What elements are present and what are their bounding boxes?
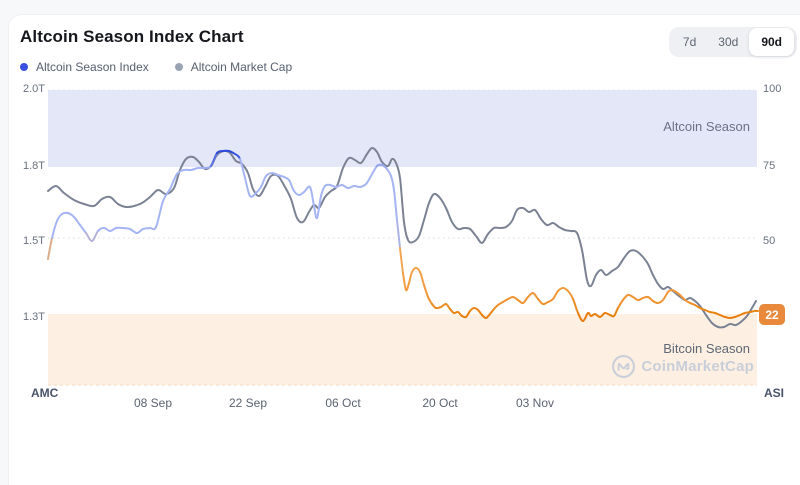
line-altcoin-season-index — [427, 296, 433, 305]
x-axis-tick: 03 Nov — [515, 396, 555, 410]
line-altcoin-season-index — [239, 158, 246, 179]
line-altcoin-season-index — [522, 296, 529, 304]
left-axis-tick: 1.3T — [22, 311, 45, 323]
right-axis-tick: 100 — [763, 83, 782, 95]
range-button-7d[interactable]: 7d — [682, 35, 697, 49]
x-axis-tick: 08 Sep — [133, 396, 173, 410]
range-button-90d[interactable]: 90d — [749, 28, 794, 56]
line-altcoin-season-index — [393, 189, 398, 221]
line-altcoin-season-index — [85, 232, 93, 242]
bitcoin-season-band-label: Bitcoin Season — [663, 341, 750, 356]
line-altcoin-season-index — [567, 290, 574, 300]
right-axis-tick: 50 — [763, 235, 776, 247]
line-altcoin-season-index — [73, 216, 81, 226]
line-altcoin-season-index — [91, 230, 99, 242]
line-altcoin-season-index — [572, 298, 579, 314]
line-altcoin-season-index — [316, 195, 322, 219]
line-altcoin-season-index — [109, 227, 117, 232]
line-altcoin-season-index — [309, 186, 315, 207]
line-altcoin-season-index — [190, 167, 199, 171]
legend-item-altcoin-season-index[interactable]: Altcoin Season Index — [20, 60, 149, 74]
line-altcoin-season-index — [320, 185, 326, 197]
band-altcoin-season — [48, 90, 757, 167]
range-switcher: 7d 30d 90d — [668, 27, 797, 57]
line-altcoin-season-index — [162, 188, 171, 202]
line-altcoin-season-index — [408, 271, 413, 284]
watermark-text: CoinMarketCap — [641, 358, 754, 375]
line-altcoin-season-index — [390, 175, 395, 191]
line-altcoin-season-index — [129, 228, 138, 234]
line-altcoin-season-index — [365, 175, 372, 185]
right-axis-tick: 75 — [763, 160, 776, 172]
line-altcoin-season-index — [51, 220, 58, 239]
legend-label: Altcoin Season Index — [36, 60, 149, 74]
line-altcoin-season-index — [532, 292, 539, 300]
right-axis-name: ASI — [764, 386, 785, 400]
line-altcoin-season-index — [402, 272, 407, 291]
line-altcoin-season-index — [423, 284, 429, 298]
x-axis-tick: 06 Oct — [325, 396, 361, 410]
left-axis-name: AMC — [31, 386, 59, 400]
current-index-value-badge: 22 — [759, 304, 785, 325]
x-axis-tick: 22 Sep — [228, 396, 268, 410]
legend-item-altcoin-market-cap[interactable]: Altcoin Market Cap — [174, 60, 293, 74]
line-altcoin-season-index — [405, 282, 410, 292]
legend-label: Altcoin Market Cap — [190, 60, 293, 74]
page-title: Altcoin Season Index Chart — [20, 27, 244, 46]
line-altcoin-season-index — [149, 226, 157, 231]
line-altcoin-season-index — [169, 173, 178, 190]
line-altcoin-season-index — [176, 169, 185, 175]
line-altcoin-season-index — [622, 294, 629, 301]
x-axis-tick: 20 Oct — [422, 396, 458, 410]
altcoin-season-band-label: Altcoin Season — [663, 119, 750, 134]
line-altcoin-season-index — [79, 224, 87, 234]
left-axis-tick: 1.8T — [22, 160, 45, 172]
legend-dot-gray-icon — [174, 63, 183, 71]
left-axis-tick: 2.0T — [22, 83, 45, 95]
coinmarketcap-logo-icon — [612, 355, 636, 378]
line-altcoin-season-index — [97, 227, 105, 232]
line-altcoin-season-index — [122, 227, 131, 230]
line-altcoin-season-index — [617, 299, 624, 309]
coinmarketcap-watermark: CoinMarketCap — [611, 354, 754, 379]
range-button-30d[interactable]: 30d — [718, 35, 739, 49]
line-altcoin-season-index — [249, 192, 257, 198]
band-bitcoin-season — [48, 314, 757, 385]
line-altcoin-season-index — [386, 168, 392, 177]
line-altcoin-season-index — [288, 179, 295, 192]
line-altcoin-season-index — [662, 291, 669, 301]
legend-dot-blue-icon — [20, 63, 28, 71]
line-altcoin-season-index — [419, 271, 425, 286]
chart-legend: Altcoin Season Index Altcoin Market Cap — [20, 60, 292, 74]
line-altcoin-season-index — [537, 298, 544, 305]
line-altcoin-season-index — [155, 200, 164, 228]
line-altcoin-season-index — [67, 212, 75, 218]
line-altcoin-season-index — [396, 219, 401, 249]
left-axis-tick: 1.5T — [22, 235, 45, 247]
line-altcoin-season-index — [370, 165, 378, 177]
line-altcoin-season-index — [399, 247, 404, 274]
line-altcoin-season-index — [142, 227, 151, 230]
line-altcoin-season-index — [136, 228, 144, 234]
line-altcoin-season-index — [103, 227, 111, 232]
line-altcoin-season-index — [56, 213, 63, 222]
line-altcoin-season-index — [244, 177, 251, 197]
line-altcoin-season-index — [359, 183, 367, 188]
line-altcoin-season-index — [552, 290, 559, 300]
line-altcoin-season-index — [341, 184, 349, 189]
line-altcoin-season-index — [47, 237, 53, 260]
line-altcoin-season-index — [255, 186, 262, 194]
